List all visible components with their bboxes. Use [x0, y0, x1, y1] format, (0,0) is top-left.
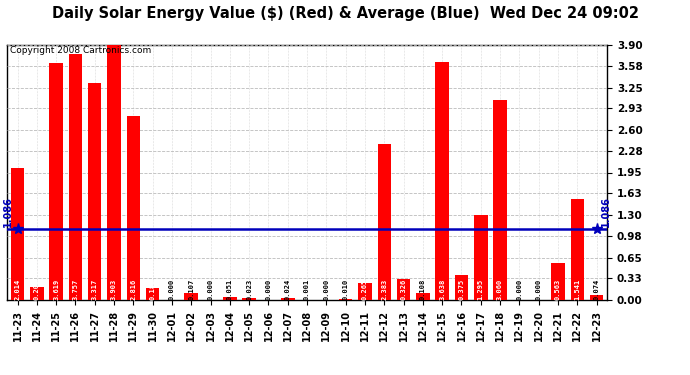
Text: 0.000: 0.000	[208, 278, 213, 300]
Bar	[551, 263, 564, 300]
Text: 0.375: 0.375	[458, 278, 464, 300]
Bar	[571, 199, 584, 300]
Text: 3.060: 3.060	[497, 278, 503, 300]
Bar	[107, 45, 121, 300]
Text: 0.188: 0.188	[150, 278, 156, 300]
Text: 0.107: 0.107	[188, 278, 195, 300]
Bar	[50, 63, 63, 300]
Text: 1.541: 1.541	[574, 278, 580, 300]
Text: 0.051: 0.051	[227, 278, 233, 300]
Bar	[435, 62, 449, 300]
Bar	[88, 83, 101, 300]
Bar	[281, 298, 295, 300]
Text: 0.000: 0.000	[266, 278, 271, 300]
Text: 0.010: 0.010	[343, 278, 348, 300]
Bar	[11, 168, 24, 300]
Bar	[69, 54, 82, 300]
Bar	[30, 286, 43, 300]
Bar	[223, 297, 237, 300]
Bar	[377, 144, 391, 300]
Text: 0.001: 0.001	[304, 278, 310, 300]
Text: 0.000: 0.000	[516, 278, 522, 300]
Text: 0.074: 0.074	[593, 278, 600, 300]
Text: 1.086: 1.086	[601, 196, 611, 227]
Bar	[358, 283, 372, 300]
Text: 0.265: 0.265	[362, 278, 368, 300]
Text: 0.326: 0.326	[401, 278, 406, 300]
Bar	[590, 295, 603, 300]
Text: 0.563: 0.563	[555, 278, 561, 300]
Text: 2.014: 2.014	[14, 278, 21, 300]
Bar	[126, 116, 140, 300]
Bar	[493, 100, 507, 300]
Text: 3.757: 3.757	[72, 278, 79, 300]
Bar	[339, 299, 353, 300]
Text: 0.108: 0.108	[420, 278, 426, 300]
Bar	[397, 279, 411, 300]
Text: 3.638: 3.638	[439, 278, 445, 300]
Text: 3.317: 3.317	[92, 278, 98, 300]
Text: 1.086: 1.086	[3, 196, 13, 227]
Bar	[474, 215, 488, 300]
Bar	[416, 293, 430, 300]
Bar	[146, 288, 159, 300]
Text: 0.206: 0.206	[34, 278, 40, 300]
Text: 0.024: 0.024	[285, 278, 290, 300]
Text: 1.295: 1.295	[477, 278, 484, 300]
Text: 0.000: 0.000	[324, 278, 329, 300]
Bar	[184, 293, 198, 300]
Text: 2.383: 2.383	[382, 278, 387, 300]
Text: 3.619: 3.619	[53, 278, 59, 300]
Text: Copyright 2008 Cartronics.com: Copyright 2008 Cartronics.com	[10, 46, 151, 55]
Text: 2.816: 2.816	[130, 278, 137, 300]
Text: Daily Solar Energy Value ($) (Red) & Average (Blue)  Wed Dec 24 09:02: Daily Solar Energy Value ($) (Red) & Ave…	[52, 6, 638, 21]
Bar	[455, 276, 469, 300]
Bar	[242, 298, 256, 300]
Text: 0.000: 0.000	[535, 278, 542, 300]
Text: 0.023: 0.023	[246, 278, 252, 300]
Text: 0.000: 0.000	[169, 278, 175, 300]
Text: 3.903: 3.903	[111, 278, 117, 300]
